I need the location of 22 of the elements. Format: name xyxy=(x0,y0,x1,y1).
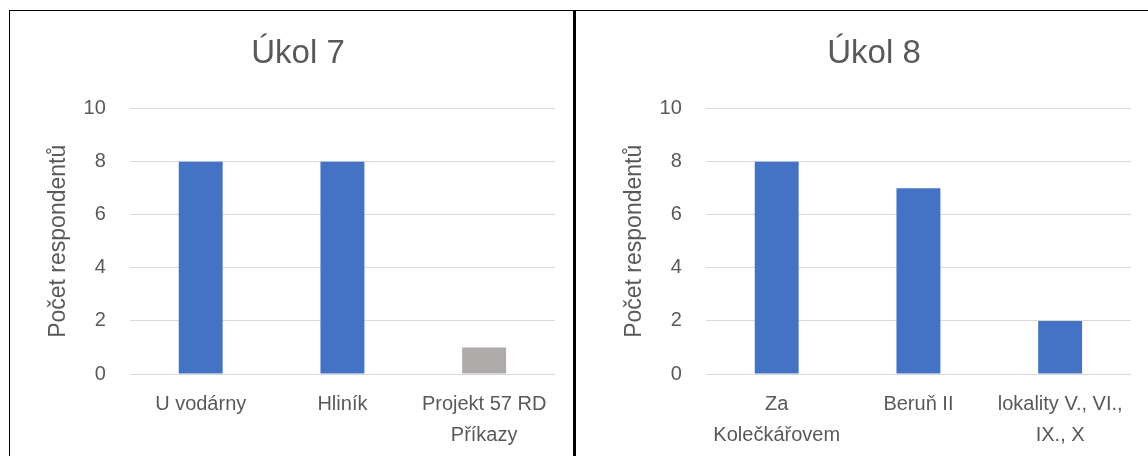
x-tick-label: Za Kolečkářovem xyxy=(713,392,841,446)
x-tick-label: lokality V., VI., IX., X xyxy=(997,392,1123,446)
x-tick-label: U vodárny xyxy=(155,392,247,415)
x-tick-label: Beruň II xyxy=(883,392,954,415)
y-axis-title: Počet respondentů xyxy=(44,144,71,338)
y-tick-label: 0 xyxy=(94,361,106,384)
y-tick-label: 2 xyxy=(94,308,106,331)
y-tick-label: 10 xyxy=(83,96,106,119)
y-tick-label: 8 xyxy=(670,149,682,172)
y-tick-label: 4 xyxy=(670,255,682,278)
y-tick-label: 10 xyxy=(659,96,682,119)
y-tick-label: 4 xyxy=(94,255,106,278)
y-axis-title: Počet respondentů xyxy=(620,144,647,338)
x-tick-label: Hliník xyxy=(317,392,369,415)
x-tick-label: Projekt 57 RD Příkazy xyxy=(421,392,547,446)
y-tick-label: 8 xyxy=(94,149,106,172)
chart-title: Úkol 8 xyxy=(827,32,921,70)
y-tick-label: 2 xyxy=(670,308,682,331)
y-tick-label: 0 xyxy=(670,361,682,384)
y-tick-label: 6 xyxy=(670,202,682,225)
y-tick-label: 6 xyxy=(94,202,106,225)
chart-title: Úkol 7 xyxy=(251,32,345,70)
